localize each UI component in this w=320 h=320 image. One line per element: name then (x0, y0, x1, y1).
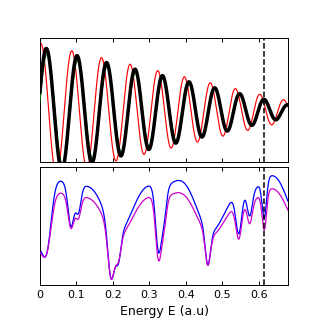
X-axis label: Energy E (a.u): Energy E (a.u) (119, 305, 209, 318)
